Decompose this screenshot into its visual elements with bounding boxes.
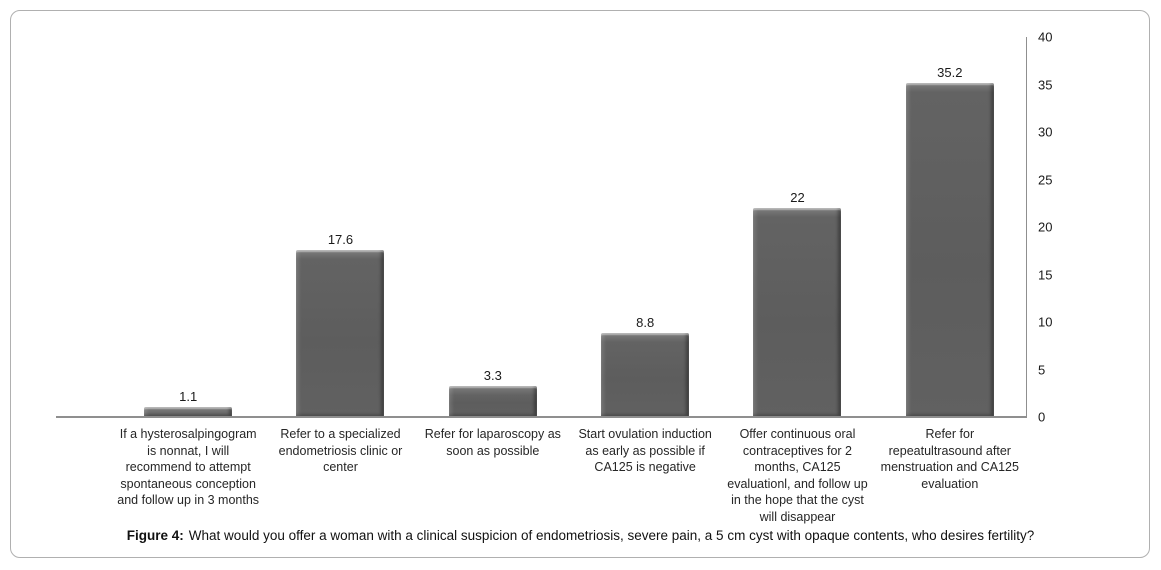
category-label: Refer for laparoscopy as soon as possibl… <box>424 427 561 458</box>
category-label: Refer to a specialized endometriosis cli… <box>278 427 403 474</box>
y-tick-label: 35 <box>1038 77 1053 92</box>
y-tick-label: 10 <box>1038 314 1053 330</box>
bar-value-label: 35.2 <box>937 64 963 80</box>
bar-value-label: 17.6 <box>327 231 354 247</box>
bar-column: 3.3 <box>417 37 569 417</box>
category-label: Offer continuous oral contraceptives for… <box>727 427 868 524</box>
y-tick-label: 25 <box>1038 172 1053 187</box>
bar-column: 17.6 <box>264 37 416 417</box>
plot-area: 1.1 17.6 3.3 8.8 22 35.2 <box>56 37 1027 418</box>
bar <box>448 385 537 417</box>
bar-column: 22 <box>721 37 873 417</box>
bar <box>753 208 842 417</box>
x-axis-category-labels: If a hysterosalpingogram is nonnat, I wi… <box>112 426 1026 525</box>
y-axis-line <box>1025 37 1027 417</box>
y-tick-label: 5 <box>1038 362 1046 377</box>
figure-caption: Figure 4: What would you offer a woman wi… <box>0 527 1161 545</box>
y-tick-label: 30 <box>1038 124 1053 140</box>
y-tick-label: 20 <box>1038 219 1053 235</box>
category-label: Start ovulation induction as early as po… <box>578 427 712 474</box>
bar <box>296 249 385 417</box>
y-tick-label: 15 <box>1038 267 1053 282</box>
y-axis-tick-labels: 0 5 10 15 20 25 30 35 40 <box>1038 31 1078 424</box>
category-label: If a hysterosalpingogram is nonnat, I wi… <box>117 427 260 507</box>
bars-region: 1.1 17.6 3.3 8.8 22 35.2 <box>112 37 1026 417</box>
figure-caption-text: What would you offer a woman with a clin… <box>188 528 1035 543</box>
bar <box>144 406 233 417</box>
bar <box>905 82 994 417</box>
bar-column: 8.8 <box>569 37 721 417</box>
bar-column: 1.1 <box>112 37 264 417</box>
category-label: Refer for repeatultrasound after menstru… <box>880 427 1019 491</box>
y-tick-label: 40 <box>1038 29 1053 45</box>
y-tick-label: 0 <box>1038 409 1046 425</box>
bar-value-label: 3.3 <box>483 367 502 383</box>
figure-caption-number: Figure 4: <box>126 528 184 543</box>
x-axis-line <box>56 416 1027 418</box>
bar <box>601 333 690 417</box>
bar-column: 35.2 <box>874 37 1026 417</box>
bar-value-label: 8.8 <box>636 315 655 331</box>
bar-value-label: 22 <box>790 190 805 205</box>
bar-value-label: 1.1 <box>179 388 198 404</box>
